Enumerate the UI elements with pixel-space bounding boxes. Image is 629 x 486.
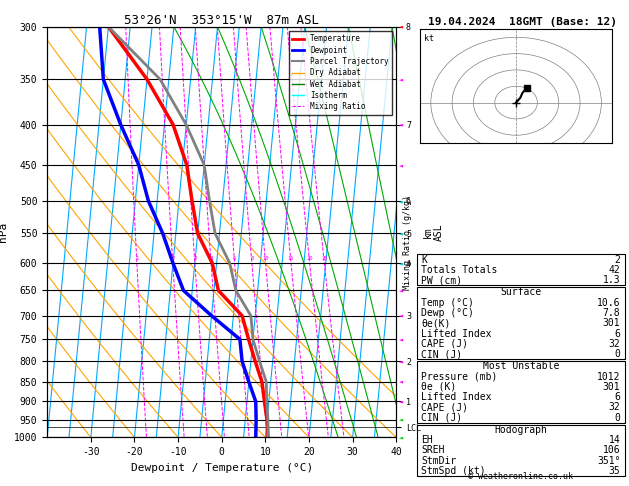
Text: 2: 2 [615, 255, 620, 264]
Text: StmDir: StmDir [421, 456, 457, 466]
Text: θe(K): θe(K) [421, 318, 450, 328]
Text: 0: 0 [615, 413, 620, 423]
Text: ◄: ◄ [399, 198, 403, 204]
Text: 301: 301 [603, 382, 620, 392]
Text: Temp (°C): Temp (°C) [421, 297, 474, 308]
Text: © weatheronline.co.uk: © weatheronline.co.uk [469, 472, 573, 481]
Text: ◄: ◄ [399, 358, 403, 364]
Text: Hodograph: Hodograph [494, 425, 547, 435]
Text: 35: 35 [609, 466, 620, 476]
Text: 7.8: 7.8 [603, 308, 620, 318]
Text: 32: 32 [609, 402, 620, 413]
Text: ◄: ◄ [399, 336, 403, 342]
Text: 301: 301 [603, 318, 620, 328]
Text: 106: 106 [603, 446, 620, 455]
Y-axis label: hPa: hPa [0, 222, 8, 242]
Text: ◄: ◄ [399, 230, 403, 237]
Text: 42: 42 [609, 265, 620, 275]
Text: 6: 6 [233, 256, 237, 261]
Y-axis label: km
ASL: km ASL [423, 223, 444, 241]
Text: Totals Totals: Totals Totals [421, 265, 498, 275]
Text: 25: 25 [321, 256, 328, 261]
Text: 10.6: 10.6 [597, 297, 620, 308]
Text: ◄: ◄ [399, 312, 403, 319]
Text: Dewp (°C): Dewp (°C) [421, 308, 474, 318]
Text: 15: 15 [288, 256, 294, 261]
Text: K: K [421, 255, 427, 264]
Text: 8: 8 [250, 256, 253, 261]
Text: Mixing Ratio (g/kg): Mixing Ratio (g/kg) [403, 195, 412, 291]
Legend: Temperature, Dewpoint, Parcel Trajectory, Dry Adiabat, Wet Adiabat, Isotherm, Mi: Temperature, Dewpoint, Parcel Trajectory… [289, 31, 392, 115]
Text: ◄: ◄ [399, 260, 403, 266]
Text: 1: 1 [135, 256, 138, 261]
Text: Surface: Surface [500, 287, 542, 297]
Text: PW (cm): PW (cm) [421, 275, 462, 285]
Text: 14: 14 [609, 435, 620, 445]
Text: θe (K): θe (K) [421, 382, 457, 392]
Text: ◄: ◄ [399, 287, 403, 294]
X-axis label: Dewpoint / Temperature (°C): Dewpoint / Temperature (°C) [131, 463, 313, 473]
Text: ◄: ◄ [399, 379, 403, 385]
Text: 351°: 351° [597, 456, 620, 466]
Text: Most Unstable: Most Unstable [482, 361, 559, 371]
Title: 53°26'N  353°15'W  87m ASL: 53°26'N 353°15'W 87m ASL [124, 14, 320, 27]
Text: ◄: ◄ [399, 417, 403, 423]
Text: Pressure (mb): Pressure (mb) [421, 371, 498, 382]
Text: 10: 10 [262, 256, 269, 261]
Text: 4: 4 [209, 256, 213, 261]
Text: StmSpd (kt): StmSpd (kt) [421, 466, 486, 476]
Text: 19.04.2024  18GMT (Base: 12): 19.04.2024 18GMT (Base: 12) [428, 17, 616, 27]
Text: EH: EH [421, 435, 433, 445]
Text: ◄: ◄ [399, 399, 403, 404]
Text: 32: 32 [609, 339, 620, 349]
Text: ◄: ◄ [399, 162, 403, 168]
Text: CIN (J): CIN (J) [421, 349, 462, 359]
Text: CIN (J): CIN (J) [421, 413, 462, 423]
Text: ◄: ◄ [399, 24, 403, 30]
Text: ◄: ◄ [399, 76, 403, 82]
Text: 1.3: 1.3 [603, 275, 620, 285]
Text: CAPE (J): CAPE (J) [421, 402, 468, 413]
Text: Lifted Index: Lifted Index [421, 392, 492, 402]
Text: CAPE (J): CAPE (J) [421, 339, 468, 349]
Text: ◄: ◄ [399, 434, 403, 440]
Text: SREH: SREH [421, 446, 445, 455]
Text: 1012: 1012 [597, 371, 620, 382]
Text: ◄: ◄ [399, 122, 403, 128]
Text: 0: 0 [615, 349, 620, 359]
Text: 20: 20 [306, 256, 313, 261]
Text: kt: kt [425, 34, 435, 43]
Text: 2: 2 [171, 256, 174, 261]
Text: 3: 3 [193, 256, 196, 261]
Text: 6: 6 [615, 392, 620, 402]
Text: 6: 6 [615, 329, 620, 339]
Text: Lifted Index: Lifted Index [421, 329, 492, 339]
